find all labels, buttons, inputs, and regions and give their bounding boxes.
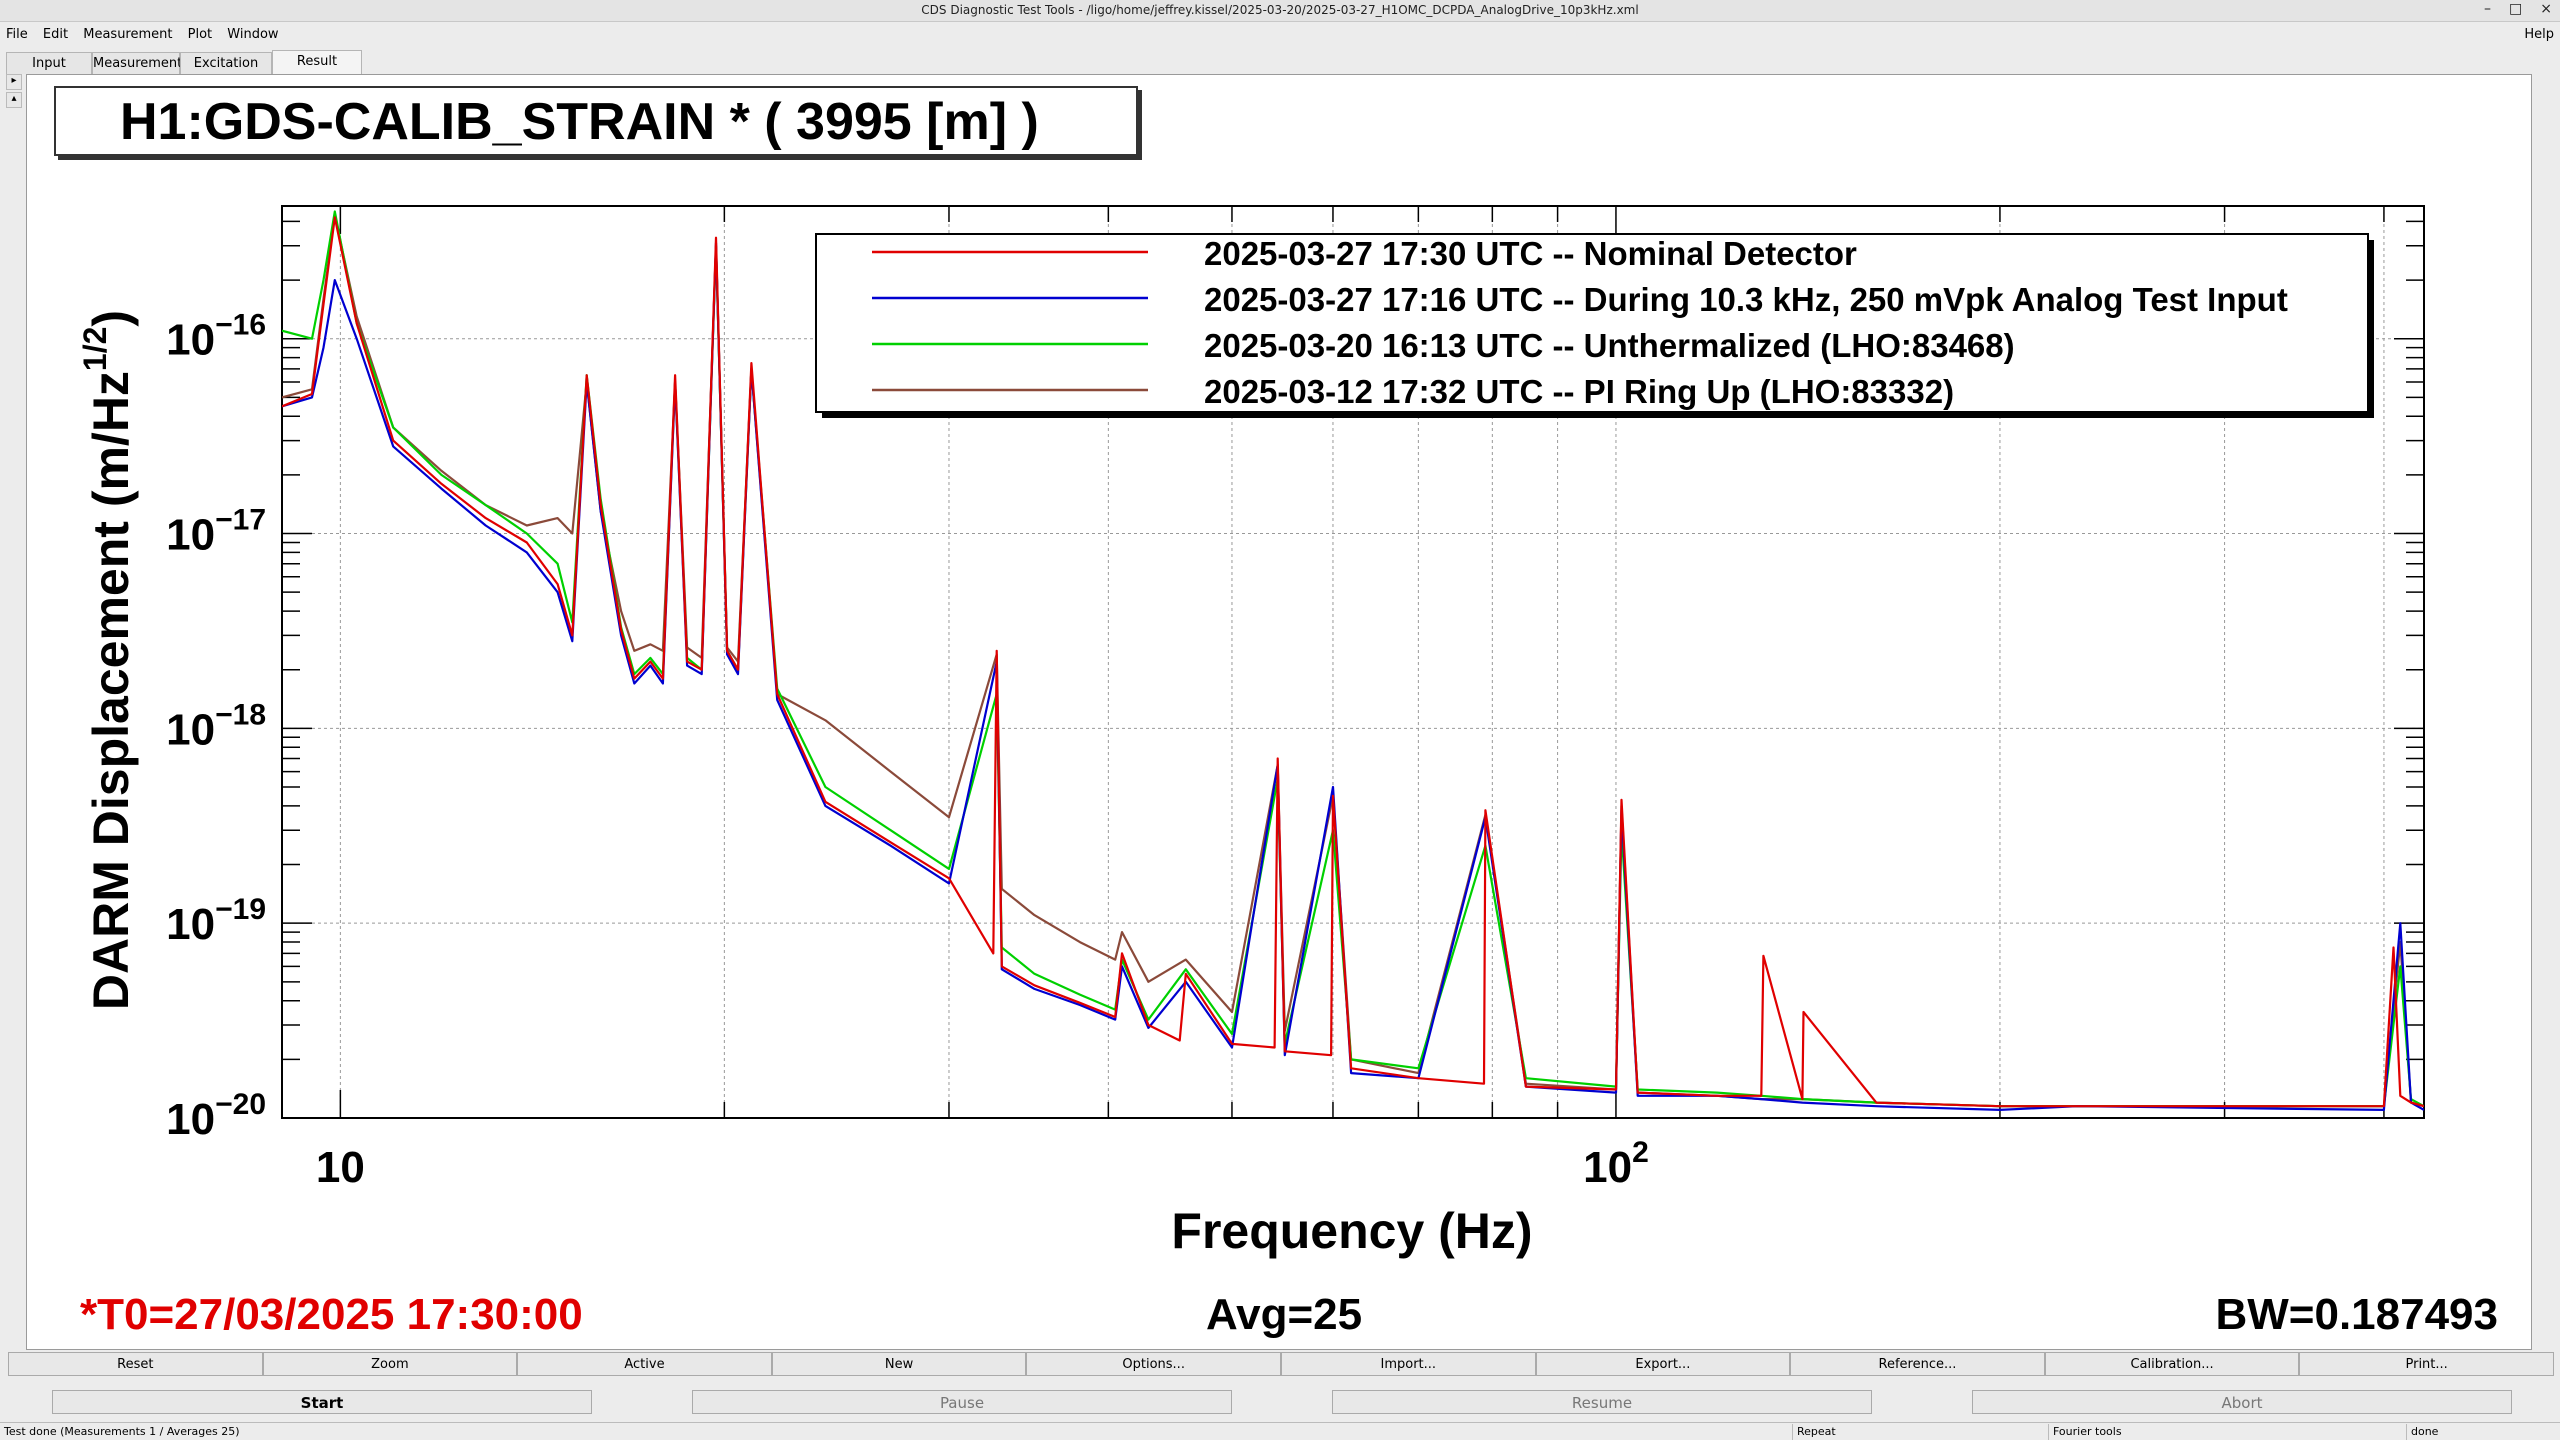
start-button[interactable]: Start: [52, 1390, 592, 1414]
y-tick-base: 10: [166, 900, 215, 949]
collapse-up-icon[interactable]: ▴: [6, 92, 22, 108]
y-tick-label: 10−20: [166, 1088, 266, 1144]
expand-right-icon[interactable]: ▸: [6, 74, 22, 90]
tab-measurement[interactable]: Measurement: [92, 52, 182, 74]
window-title: CDS Diagnostic Test Tools - /ligo/home/j…: [921, 3, 1639, 17]
tab-result[interactable]: Result: [272, 50, 362, 74]
x-tick-exp: 2: [1632, 1136, 1649, 1169]
y-tick-base: 10: [166, 316, 215, 365]
y-tick-label: 10−16: [166, 309, 266, 365]
y-tick-exp: −18: [215, 698, 266, 731]
calibration-button[interactable]: Calibration...: [2044, 1352, 2300, 1376]
averages-label: Avg=25: [1206, 1290, 1363, 1339]
status-state: done: [2406, 1424, 2442, 1440]
y-tick-base: 10: [166, 511, 215, 560]
minor-ticks: [282, 206, 2424, 1119]
y-tick-base: 10: [166, 1095, 215, 1144]
import-button[interactable]: Import...: [1280, 1352, 1536, 1376]
menu-bar: File Edit Measurement Plot Window Help: [0, 23, 2560, 47]
y-tick-exp: −19: [215, 893, 266, 926]
menu-measurement[interactable]: Measurement: [83, 27, 173, 42]
y-tick-base: 10: [166, 705, 215, 754]
status-message: Test done (Measurements 1 / Averages 25): [4, 1425, 240, 1438]
y-tick-label: 10−19: [166, 893, 266, 949]
x-tick-base: 10: [316, 1143, 365, 1192]
y-tick-exp: −20: [215, 1088, 266, 1121]
status-repeat: Repeat: [1792, 1424, 1840, 1440]
x-tick-label: 10: [316, 1143, 365, 1192]
y-tick-label: 10−17: [166, 504, 266, 560]
y-axis-label: DARM Displacement (m/Hz1/2): [77, 310, 139, 1010]
plot-toolbar: Reset Zoom Active New Options... Import.…: [8, 1352, 2554, 1376]
resume-button[interactable]: Resume: [1332, 1390, 1872, 1414]
status-fourier: Fourier tools: [2048, 1424, 2126, 1440]
channel-title-box: H1:GDS-CALIB_STRAIN * ( 3995 [m] ): [54, 86, 1138, 156]
reset-button[interactable]: Reset: [8, 1352, 263, 1376]
maximize-icon[interactable]: □: [2509, 1, 2523, 17]
y-tick-exp: −16: [215, 309, 266, 342]
window-titlebar: CDS Diagnostic Test Tools - /ligo/home/j…: [0, 0, 2560, 22]
menu-window[interactable]: Window: [227, 27, 279, 42]
legend-label: 2025-03-27 17:16 UTC -- During 10.3 kHz,…: [1204, 281, 2288, 318]
series-lines: [282, 210, 2424, 1112]
active-button[interactable]: Active: [517, 1352, 772, 1376]
t0-label: *T0=27/03/2025 17:30:00: [80, 1290, 583, 1339]
legend-label: 2025-03-12 17:32 UTC -- PI Ring Up (LHO:…: [1204, 373, 1954, 410]
y-tick-exp: −17: [215, 504, 266, 537]
y-axis-label-sup: 1/2: [77, 327, 113, 371]
series-line-0: [282, 216, 2424, 1108]
legend-box: [815, 233, 2369, 413]
x-tick-base: 10: [1583, 1143, 1632, 1192]
minimize-icon[interactable]: –: [2484, 1, 2492, 17]
menu-plot[interactable]: Plot: [187, 27, 213, 42]
reference-button[interactable]: Reference...: [1790, 1352, 2045, 1376]
menu-file[interactable]: File: [6, 27, 28, 42]
export-button[interactable]: Export...: [1535, 1352, 1791, 1376]
run-toolbar: Start Pause Resume Abort: [0, 1390, 2560, 1416]
y-axis-label-main: DARM Displacement (m/Hz: [83, 371, 139, 1010]
legend[interactable]: 2025-03-27 17:30 UTC -- Nominal Detector…: [815, 233, 2374, 418]
tab-bar: Input Measurement Excitation Result: [0, 50, 2560, 74]
print-button[interactable]: Print...: [2299, 1352, 2554, 1376]
options-button[interactable]: Options...: [1026, 1352, 1281, 1376]
zoom-button[interactable]: Zoom: [262, 1352, 518, 1376]
legend-label: 2025-03-20 16:13 UTC -- Unthermalized (L…: [1204, 327, 2015, 364]
y-tick-label: 10−18: [166, 698, 266, 754]
side-controls: ▸ ▴: [6, 74, 26, 1354]
bandwidth-label: BW=0.187493: [2215, 1290, 2498, 1339]
status-bar: Test done (Measurements 1 / Averages 25)…: [0, 1422, 2560, 1440]
close-icon[interactable]: ×: [2540, 1, 2552, 17]
legend-label: 2025-03-27 17:30 UTC -- Nominal Detector: [1204, 235, 1857, 272]
abort-button[interactable]: Abort: [1972, 1390, 2512, 1414]
menu-edit[interactable]: Edit: [42, 27, 69, 42]
y-axis-label-close: ): [83, 310, 139, 327]
tab-excitation[interactable]: Excitation: [180, 52, 272, 74]
new-button[interactable]: New: [771, 1352, 1027, 1376]
tab-input[interactable]: Input: [6, 52, 92, 74]
pause-button[interactable]: Pause: [692, 1390, 1232, 1414]
menu-help[interactable]: Help: [2524, 27, 2554, 42]
x-axis-label: Frequency (Hz): [1171, 1203, 1532, 1259]
x-tick-labels: 10 102: [316, 1136, 1649, 1192]
x-tick-label: 102: [1583, 1136, 1649, 1192]
